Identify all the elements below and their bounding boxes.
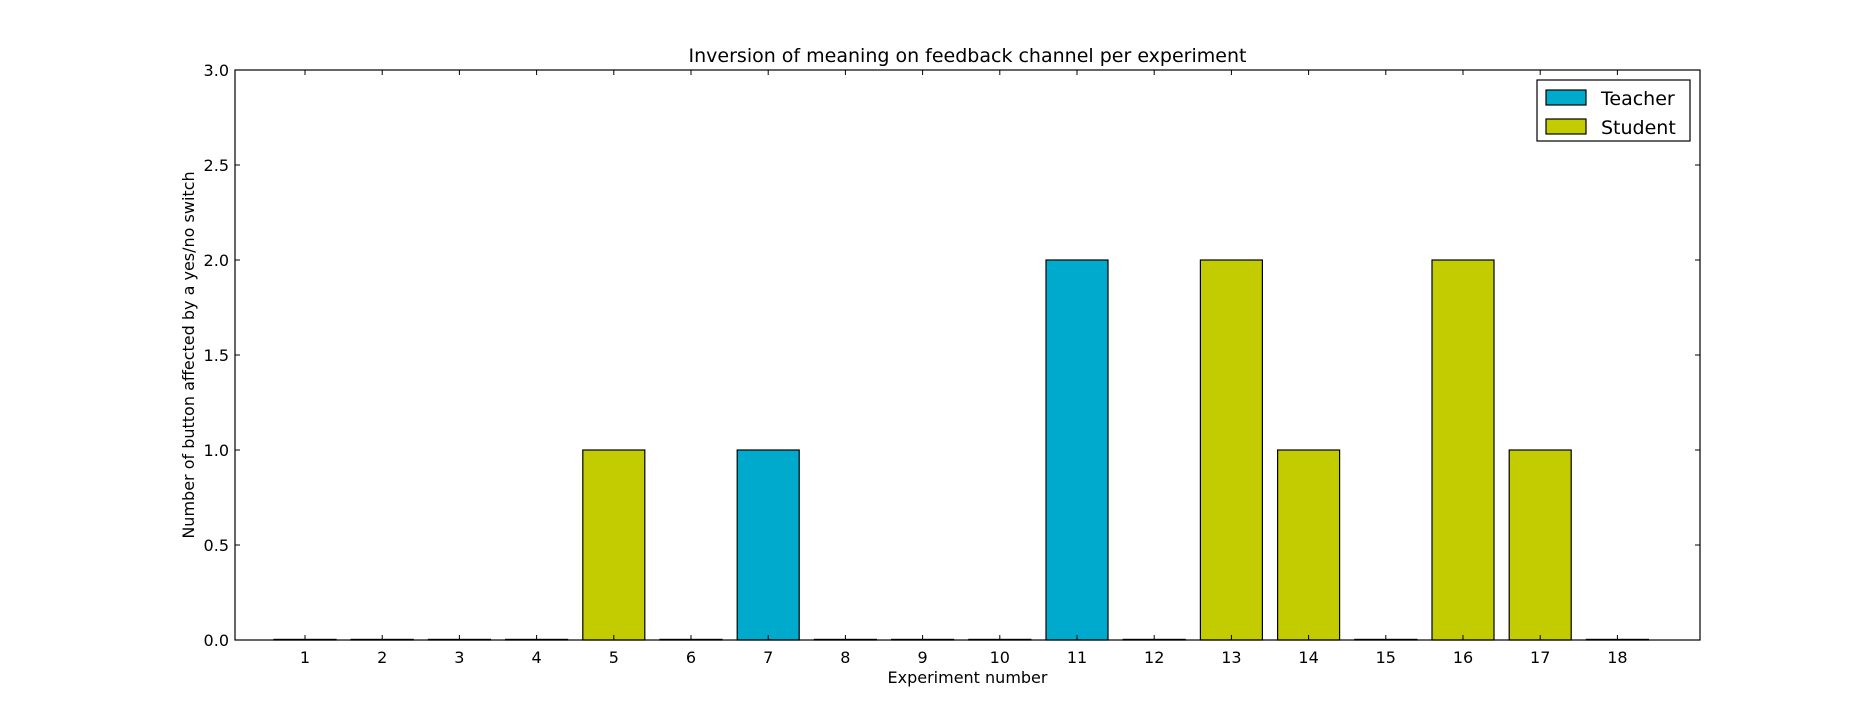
y-tick-label: 2.0 xyxy=(204,251,229,270)
y-tick-label: 0.5 xyxy=(204,536,229,555)
legend-swatch-teacher xyxy=(1545,89,1587,106)
x-tick-label: 10 xyxy=(990,648,1010,667)
y-axis-label: Number of button affected by a yes/no sw… xyxy=(179,171,198,538)
legend-label-teacher: Teacher xyxy=(1600,88,1675,110)
y-tick-label: 1.0 xyxy=(204,441,229,460)
bar-5 xyxy=(582,449,646,641)
x-axis-label: Experiment number xyxy=(888,668,1048,687)
x-tick-label: 8 xyxy=(840,648,850,667)
x-tick-label: 6 xyxy=(686,648,696,667)
chart-title: Inversion of meaning on feedback channel… xyxy=(689,45,1247,67)
x-tick-label: 16 xyxy=(1453,648,1473,667)
y-tick-label: 1.5 xyxy=(204,346,229,365)
legend-swatch-student xyxy=(1545,118,1587,135)
x-tick-label: 9 xyxy=(918,648,928,667)
x-tick-label: 12 xyxy=(1144,648,1164,667)
ticks-group: 1 2 3 4 5 6 7 8 9 10 11 12 13 14 15 16 17 180.00.51.01.52… xyxy=(204,61,1700,667)
x-tick-label: 2 xyxy=(377,648,387,667)
bar-7 xyxy=(736,449,800,641)
x-tick-label: 13 xyxy=(1221,648,1241,667)
x-tick-label: 17 xyxy=(1530,648,1550,667)
legend: Teacher Student xyxy=(1536,79,1691,142)
x-tick-label: 3 xyxy=(454,648,464,667)
bar-16 xyxy=(1431,259,1495,641)
x-tick-label: 15 xyxy=(1376,648,1396,667)
y-tick-label: 2.5 xyxy=(204,156,229,175)
x-tick-label: 5 xyxy=(609,648,619,667)
y-tick-label: 0.0 xyxy=(204,631,229,650)
x-tick-label: 18 xyxy=(1607,648,1627,667)
bars-group xyxy=(273,259,1650,641)
x-tick-label: 11 xyxy=(1067,648,1087,667)
y-tick-label: 3.0 xyxy=(204,61,229,80)
x-tick-label: 7 xyxy=(763,648,773,667)
bar-17 xyxy=(1508,449,1572,641)
x-tick-label: 14 xyxy=(1298,648,1318,667)
bar-11 xyxy=(1045,259,1109,641)
x-tick-label: 1 xyxy=(300,648,310,667)
legend-label-student: Student xyxy=(1601,117,1676,139)
x-tick-label: 4 xyxy=(532,648,542,667)
bar-14 xyxy=(1276,449,1341,641)
bar-13 xyxy=(1199,259,1264,641)
